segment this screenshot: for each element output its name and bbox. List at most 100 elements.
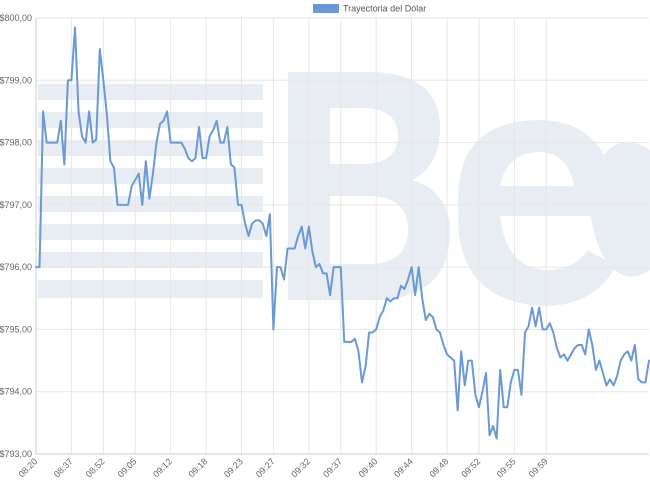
data-point[interactable]	[393, 297, 395, 299]
data-point[interactable]	[322, 272, 324, 274]
data-point[interactable]	[403, 288, 405, 290]
data-point[interactable]	[141, 204, 143, 206]
data-point[interactable]	[88, 110, 90, 112]
data-point[interactable]	[184, 148, 186, 150]
legend-swatch[interactable]	[313, 4, 339, 13]
data-point[interactable]	[534, 325, 536, 327]
data-point[interactable]	[410, 266, 412, 268]
data-point[interactable]	[269, 213, 271, 215]
data-point[interactable]	[432, 316, 434, 318]
data-point[interactable]	[329, 294, 331, 296]
data-point[interactable]	[127, 204, 129, 206]
data-point[interactable]	[538, 306, 540, 308]
data-point[interactable]	[45, 141, 47, 143]
data-point[interactable]	[113, 166, 115, 168]
data-point[interactable]	[301, 225, 303, 227]
data-point[interactable]	[386, 297, 388, 299]
data-point[interactable]	[148, 197, 150, 199]
data-point[interactable]	[428, 313, 430, 315]
data-point[interactable]	[570, 353, 572, 355]
data-point[interactable]	[63, 163, 65, 165]
data-point[interactable]	[421, 297, 423, 299]
data-point[interactable]	[155, 141, 157, 143]
data-point[interactable]	[70, 79, 72, 81]
data-point[interactable]	[116, 204, 118, 206]
data-point[interactable]	[297, 235, 299, 237]
data-point[interactable]	[556, 347, 558, 349]
data-point[interactable]	[580, 344, 582, 346]
data-point[interactable]	[216, 120, 218, 122]
data-point[interactable]	[208, 135, 210, 137]
data-point[interactable]	[67, 79, 69, 81]
data-point[interactable]	[49, 141, 51, 143]
data-point[interactable]	[595, 369, 597, 371]
data-point[interactable]	[517, 369, 519, 371]
data-point[interactable]	[332, 266, 334, 268]
data-point[interactable]	[343, 341, 345, 343]
data-point[interactable]	[159, 123, 161, 125]
data-point[interactable]	[506, 406, 508, 408]
series-line-trayectoria[interactable]	[35, 26, 650, 440]
data-point[interactable]	[488, 434, 490, 436]
data-point[interactable]	[481, 391, 483, 393]
data-point[interactable]	[510, 381, 512, 383]
data-point[interactable]	[527, 325, 529, 327]
data-point[interactable]	[102, 79, 104, 81]
data-point[interactable]	[474, 394, 476, 396]
data-point[interactable]	[396, 297, 398, 299]
data-point[interactable]	[524, 331, 526, 333]
data-point[interactable]	[60, 120, 62, 122]
data-point[interactable]	[325, 272, 327, 274]
data-point[interactable]	[254, 219, 256, 221]
data-point[interactable]	[336, 266, 338, 268]
data-point[interactable]	[382, 310, 384, 312]
data-point[interactable]	[244, 222, 246, 224]
data-point[interactable]	[276, 266, 278, 268]
data-point[interactable]	[566, 359, 568, 361]
data-point[interactable]	[237, 204, 239, 206]
data-point[interactable]	[446, 353, 448, 355]
data-point[interactable]	[99, 48, 101, 50]
data-point[interactable]	[293, 247, 295, 249]
data-point[interactable]	[612, 384, 614, 386]
data-point[interactable]	[56, 141, 58, 143]
data-point[interactable]	[191, 160, 193, 162]
data-point[interactable]	[308, 225, 310, 227]
data-point[interactable]	[262, 222, 264, 224]
data-point[interactable]	[53, 141, 55, 143]
data-point[interactable]	[471, 359, 473, 361]
data-point[interactable]	[315, 266, 317, 268]
data-point[interactable]	[286, 247, 288, 249]
data-point[interactable]	[602, 372, 604, 374]
data-point[interactable]	[619, 359, 621, 361]
data-point[interactable]	[520, 394, 522, 396]
data-point[interactable]	[584, 353, 586, 355]
data-point[interactable]	[361, 381, 363, 383]
data-point[interactable]	[177, 141, 179, 143]
data-point[interactable]	[417, 266, 419, 268]
data-point[interactable]	[350, 341, 352, 343]
data-point[interactable]	[503, 406, 505, 408]
data-point[interactable]	[375, 328, 377, 330]
data-point[interactable]	[198, 126, 200, 128]
data-point[interactable]	[38, 266, 40, 268]
data-point[interactable]	[588, 328, 590, 330]
data-point[interactable]	[84, 141, 86, 143]
data-point[interactable]	[464, 384, 466, 386]
data-point[interactable]	[283, 278, 285, 280]
data-point[interactable]	[77, 110, 79, 112]
data-point[interactable]	[456, 409, 458, 411]
data-point[interactable]	[138, 173, 140, 175]
data-point[interactable]	[240, 204, 242, 206]
data-point[interactable]	[91, 141, 93, 143]
data-point[interactable]	[340, 266, 342, 268]
data-point[interactable]	[425, 319, 427, 321]
data-point[interactable]	[637, 378, 639, 380]
data-point[interactable]	[630, 359, 632, 361]
data-point[interactable]	[134, 179, 136, 181]
data-point[interactable]	[201, 157, 203, 159]
data-point[interactable]	[233, 166, 235, 168]
data-point[interactable]	[42, 110, 44, 112]
data-point[interactable]	[478, 406, 480, 408]
data-point[interactable]	[81, 135, 83, 137]
